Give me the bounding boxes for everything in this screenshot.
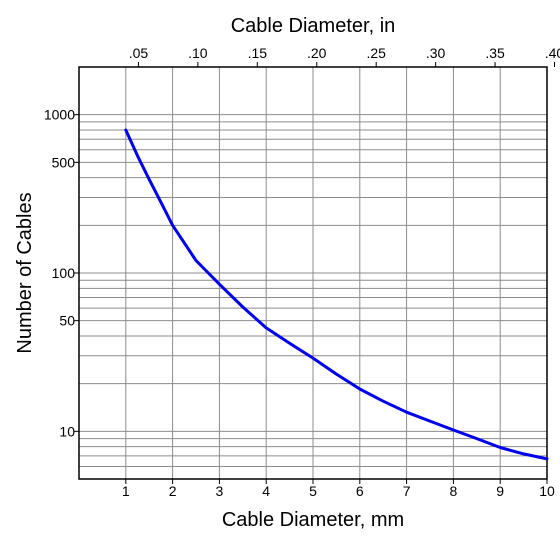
top-tick-label: .30 (426, 45, 446, 61)
x-tick-label: 8 (450, 483, 458, 499)
axis-ticks: 1 2 3 4 5 6 7 8 9 10 .05 .10 .15 .20 .25 .30 .35 .40 1000 5… (44, 45, 560, 499)
cable-count-curve (124, 128, 549, 461)
x-tick-label: 5 (309, 483, 317, 499)
top-tick-label: .05 (129, 45, 149, 61)
top-tick-label: .15 (248, 45, 268, 61)
y-tick-label: 50 (59, 313, 75, 329)
x-tick-label: 1 (122, 483, 130, 499)
y-tick-label: 1000 (44, 107, 75, 123)
y-axis-title: Number of Cables (14, 192, 36, 353)
series-layer (124, 128, 549, 461)
top-tick-label: .40 (545, 45, 560, 61)
top-tick-label: .25 (366, 45, 386, 61)
x-tick-label: 4 (262, 483, 270, 499)
top-tick-label: .35 (485, 45, 505, 61)
x-axis-title: Cable Diameter, mm (222, 509, 404, 531)
x-tick-label: 9 (496, 483, 504, 499)
x-tick-label: 7 (403, 483, 411, 499)
x-tick-label: 2 (169, 483, 177, 499)
x-tick-label: 6 (356, 483, 364, 499)
y-tick-label: 100 (52, 265, 76, 281)
x-tick-label: 10 (539, 483, 555, 499)
top-axis-title: Cable Diameter, in (231, 15, 396, 37)
top-tick-label: .20 (307, 45, 327, 61)
y-tick-label: 500 (52, 154, 76, 170)
top-tick-label: .10 (188, 45, 208, 61)
x-tick-label: 3 (216, 483, 224, 499)
y-tick-label: 10 (59, 423, 75, 439)
